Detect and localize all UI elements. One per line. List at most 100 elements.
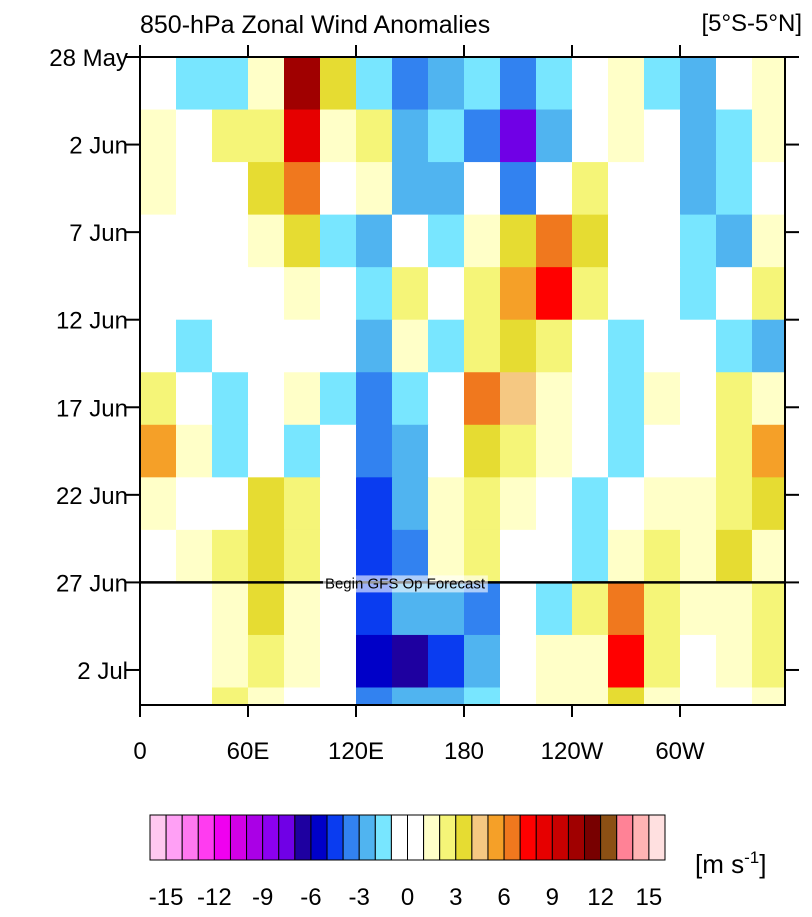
heat-cell (752, 372, 785, 426)
heat-cell (716, 582, 753, 636)
heat-cell (644, 424, 681, 478)
heat-cell (752, 687, 785, 705)
heat-cell (716, 477, 753, 531)
heat-cell (500, 267, 537, 321)
heat-cell (500, 687, 537, 705)
heat-cell (644, 319, 681, 373)
colorbar-swatch (213, 814, 231, 861)
heat-cell (140, 529, 177, 583)
heat-cell (536, 687, 573, 705)
heat-cell (464, 634, 501, 688)
heat-cell (572, 109, 609, 163)
heat-cell (572, 477, 609, 531)
heat-cell (572, 162, 609, 216)
x-tick-label: 0 (133, 738, 146, 765)
heat-cell (212, 267, 249, 321)
colorbar-swatch (567, 814, 586, 861)
heat-cell (176, 267, 213, 321)
heat-cell (644, 214, 681, 268)
heat-cell (464, 319, 501, 373)
colorbar-label-part: [m s (695, 849, 744, 879)
heat-cell (392, 214, 429, 268)
heat-cell (752, 109, 785, 163)
heat-cell (644, 57, 681, 111)
heat-cell (680, 687, 717, 705)
heat-cell (176, 372, 213, 426)
colorbar-tick-label: -6 (300, 884, 321, 911)
heat-cell (140, 57, 177, 111)
heat-cell (680, 109, 717, 163)
heat-cell (428, 109, 465, 163)
heat-cell (716, 109, 753, 163)
heat-cell (536, 424, 573, 478)
heat-cell (284, 57, 321, 111)
x-tick-label: 180 (444, 738, 484, 765)
heat-cell (500, 372, 537, 426)
heat-cell (392, 109, 429, 163)
heat-cell (752, 477, 785, 531)
forecast-label-bg (322, 575, 488, 593)
heat-cell (212, 162, 249, 216)
heat-cell (140, 687, 177, 705)
heat-cell (356, 109, 393, 163)
heat-cell (248, 109, 285, 163)
y-tick-label: 28 May (49, 45, 128, 72)
heat-cell (680, 424, 717, 478)
heat-cell (212, 57, 249, 111)
heat-cell (536, 319, 573, 373)
heat-cell (284, 582, 321, 636)
heat-cell (680, 319, 717, 373)
colorbar-tick-label: -3 (349, 884, 370, 911)
chart-title: 850-hPa Zonal Wind Anomalies (140, 11, 490, 39)
heat-cell (320, 214, 357, 268)
colorbar-swatch (471, 814, 489, 861)
colorbar-swatch (374, 814, 392, 861)
heat-cell (140, 214, 177, 268)
heat-cell (644, 687, 681, 705)
heat-cell (680, 529, 717, 583)
y-tick-label: 2 Jul (77, 658, 128, 685)
heat-cell (140, 109, 177, 163)
heat-cell (716, 634, 753, 688)
heat-cell (752, 529, 785, 583)
heat-cell (428, 634, 465, 688)
heat-cell (248, 529, 285, 583)
heat-cell (500, 477, 537, 531)
heat-cell (356, 477, 393, 531)
heat-cell (284, 267, 321, 321)
heat-cell (536, 529, 573, 583)
heat-cell (464, 477, 501, 531)
heat-cell (320, 267, 357, 321)
heat-cell (608, 634, 645, 688)
heat-cell (716, 372, 753, 426)
colorbar-tick-label: -12 (197, 884, 232, 911)
heat-cell (248, 267, 285, 321)
heat-cell (464, 109, 501, 163)
heat-cell (428, 424, 465, 478)
heat-cell (248, 372, 285, 426)
heat-cell (212, 477, 249, 531)
colorbar-swatch (246, 814, 264, 861)
heat-cell (464, 687, 501, 705)
heat-cell (680, 477, 717, 531)
heat-cell (608, 372, 645, 426)
colorbar-swatch (487, 814, 505, 861)
heat-cell (536, 582, 573, 636)
colorbar-swatch (310, 814, 328, 861)
heat-cell (320, 109, 357, 163)
heat-cell (284, 162, 321, 216)
heat-cell (176, 214, 213, 268)
heat-cell (392, 529, 429, 583)
heat-cell (392, 634, 429, 688)
heat-cell (356, 424, 393, 478)
plot-frame (139, 56, 786, 706)
heat-cell (464, 372, 501, 426)
heat-cell (464, 162, 501, 216)
colorbar-swatch (149, 814, 167, 861)
heat-cell (212, 424, 249, 478)
colorbar-swatch (535, 814, 553, 861)
colorbar-swatch (584, 814, 602, 861)
heat-cell (572, 214, 609, 268)
heatmap (140, 57, 785, 705)
heat-cell (248, 582, 285, 636)
